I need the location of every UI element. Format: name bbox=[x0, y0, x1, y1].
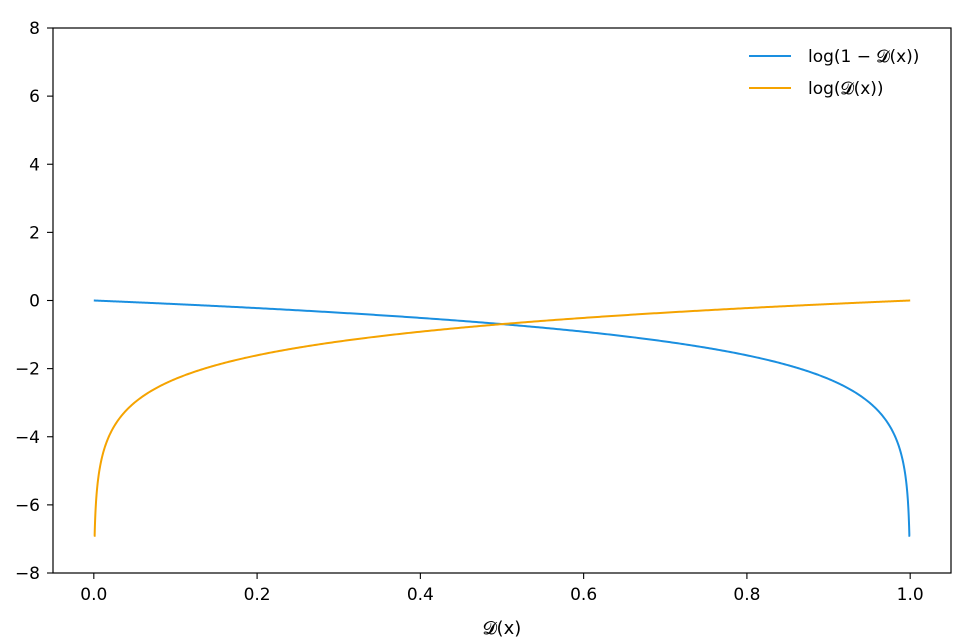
x-tick-label: 0.6 bbox=[570, 585, 597, 605]
y-tick-label: −6 bbox=[15, 496, 40, 516]
y-tick-label: 2 bbox=[29, 223, 40, 243]
x-axis-label: 𝓓(x) bbox=[483, 618, 522, 639]
y-axis-ticks: −8 −6 −4 −2 0 2 4 6 8 bbox=[15, 19, 53, 584]
legend-label-0: log(1 − 𝓓(x)) bbox=[808, 47, 919, 67]
y-tick-label: 6 bbox=[29, 87, 40, 107]
legend-label-1: log(𝓓(x)) bbox=[808, 79, 884, 99]
y-tick-label: −4 bbox=[15, 428, 40, 448]
x-tick-label: 0.4 bbox=[407, 585, 434, 605]
x-tick-label: 1.0 bbox=[897, 585, 924, 605]
plot-marks bbox=[93, 299, 911, 537]
y-tick-label: −2 bbox=[15, 360, 40, 380]
x-tick-label: 0.8 bbox=[733, 585, 760, 605]
y-tick-label: 0 bbox=[29, 292, 40, 312]
series-line-1 bbox=[93, 299, 911, 537]
x-axis-ticks: 0.0 0.2 0.4 0.6 0.8 1.0 bbox=[80, 573, 924, 605]
series-line-0 bbox=[93, 299, 911, 537]
y-tick-label: 4 bbox=[29, 155, 40, 175]
y-tick-label: 8 bbox=[29, 19, 40, 39]
legend: log(1 − 𝓓(x)) log(𝓓(x)) bbox=[749, 47, 919, 99]
y-tick-label: −8 bbox=[15, 564, 40, 584]
x-tick-label: 0.2 bbox=[244, 585, 271, 605]
axes-frame bbox=[52, 27, 952, 574]
x-tick-label: 0.0 bbox=[80, 585, 107, 605]
